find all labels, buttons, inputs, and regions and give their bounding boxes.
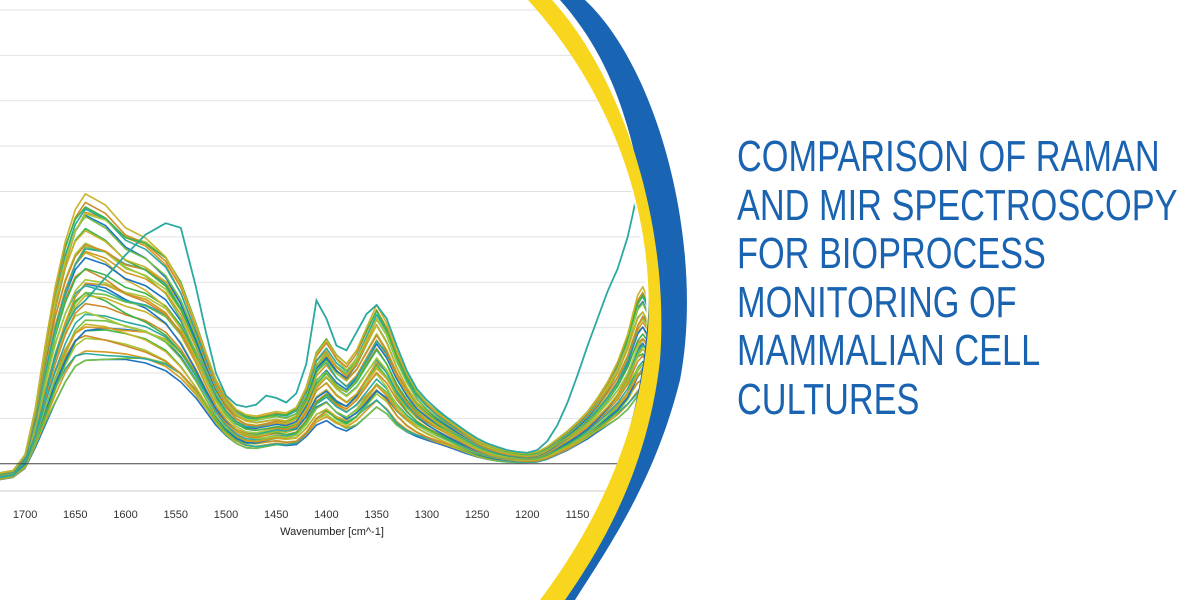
x-tick-label: 1200	[515, 509, 539, 521]
x-tick-label: 1700	[13, 509, 37, 521]
spectrum-line	[0, 357, 689, 480]
headline-line: AND MIR SPECTROSCOPY	[737, 180, 1178, 230]
spectrum-line	[0, 313, 689, 479]
spectrum-line	[0, 284, 689, 477]
x-tick-label: 1650	[63, 509, 87, 521]
spectrum-line-outlier	[0, 136, 689, 479]
x-tick-label: 1150	[566, 509, 590, 521]
spectrum-line	[0, 206, 689, 474]
spectrum-line	[0, 283, 689, 478]
spectrum-line	[0, 193, 689, 474]
blue-arc-decoration	[555, 0, 687, 600]
x-axis-ticks: 1700 1650 1600 1550 1500 1450 1400 1350 1300 1250…	[13, 509, 690, 521]
x-tick-label: 1350	[364, 509, 388, 521]
spectrum-line	[0, 267, 689, 477]
spectrum-line	[0, 311, 689, 479]
headline-line: FOR BIOPROCESS	[737, 229, 1046, 278]
x-tick-label: 1550	[164, 509, 188, 521]
x-tick-label: 1500	[214, 509, 238, 521]
headline-line: MONITORING OF	[737, 277, 1017, 327]
x-tick-label: 1300	[415, 509, 439, 521]
x-tick-label: 1600	[113, 509, 137, 521]
spectra-series	[0, 136, 689, 481]
spectrum-line	[0, 327, 689, 479]
headline: COMPARISON OF RAMAN AND MIR SPECTROSCOPY…	[737, 132, 1178, 424]
headline-line: COMPARISON OF RAMAN	[737, 132, 1160, 181]
headline-line: MAMMALIAN CELL	[737, 326, 1041, 375]
white-mask	[535, 0, 1200, 600]
spectrum-line	[0, 294, 689, 478]
spectrum-line	[0, 243, 689, 476]
spectrum-line	[0, 319, 689, 479]
x-axis-label: Wavenumber [cm^-1]	[280, 526, 384, 538]
x-tick-label: 1450	[264, 509, 288, 521]
x-tick-label: 1400	[314, 509, 338, 521]
x-tick-label: 1250	[465, 509, 489, 521]
spectrum-line	[0, 256, 689, 477]
spectrum-line	[0, 352, 689, 480]
spectrum-line	[0, 302, 689, 479]
spectrum-line	[0, 229, 689, 476]
yellow-arc-decoration	[528, 0, 662, 600]
headline-line: CULTURES	[737, 374, 920, 424]
